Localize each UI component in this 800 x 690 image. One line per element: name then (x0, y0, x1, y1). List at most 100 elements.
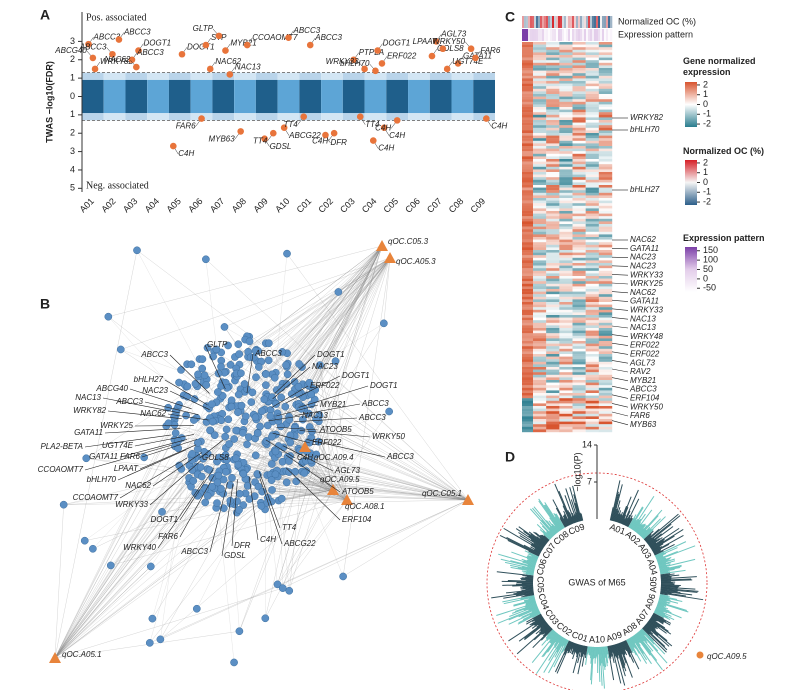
heat-cell (598, 309, 613, 313)
gene-label: WRKY33 (326, 57, 359, 66)
heat-cell (533, 65, 547, 69)
edge (239, 257, 391, 632)
signal-bar (502, 595, 535, 603)
gene-label: WRKY40 (123, 543, 156, 552)
heat-cell (598, 382, 613, 386)
heat-cell (572, 42, 586, 45)
heat-cell (559, 403, 573, 407)
heat-cell (572, 151, 586, 154)
heat-cell (572, 177, 586, 180)
heat-cell (522, 75, 533, 79)
signal-bar (554, 525, 560, 532)
edge (54, 386, 227, 659)
signal-bar (634, 634, 641, 644)
signal-bar (525, 602, 537, 608)
gene-node (234, 340, 243, 349)
signal-bar (538, 500, 561, 532)
heat-cell (585, 307, 600, 310)
heat-cell (559, 174, 573, 178)
x-tick-label: C03 (338, 196, 357, 215)
heat-cell (598, 83, 613, 87)
heat-cell (598, 60, 613, 63)
signal-bar (650, 616, 658, 622)
signal-bar (642, 627, 650, 635)
signal-bar (620, 642, 626, 654)
heat-cell (546, 192, 560, 196)
signal-bar (647, 621, 658, 630)
gene-label: FAR6 (630, 411, 650, 420)
edge (277, 499, 348, 585)
signal-bar (618, 515, 623, 524)
edge (299, 245, 383, 406)
signal-bar (659, 596, 683, 602)
legend-colorbar (685, 247, 697, 292)
heat-cell (522, 369, 533, 373)
signal-bar (528, 597, 535, 600)
annotation-label: Expression pattern (618, 29, 693, 39)
signal-bar (651, 529, 684, 550)
x-tick-label: C05 (382, 196, 401, 215)
annotation-cell (550, 29, 553, 41)
gene-node (213, 499, 221, 507)
gene-label: FAR6 (480, 46, 500, 55)
highlight-point (85, 40, 92, 48)
signal-bar (572, 644, 582, 674)
y-tick-label: 1 (70, 72, 75, 82)
edge (288, 257, 391, 591)
signal-bar (526, 614, 542, 625)
heat-cell (546, 307, 560, 310)
legend-tick-label: -2 (703, 118, 711, 128)
heat-cell (533, 169, 547, 173)
signal-bar (635, 633, 663, 671)
y-tick-label: 2 (70, 128, 75, 138)
heat-cell (585, 302, 600, 305)
heat-cell (585, 179, 600, 183)
heat-cell (559, 153, 573, 157)
signal-bar (632, 635, 641, 647)
heat-cell (522, 328, 533, 331)
heat-cell (533, 75, 547, 79)
heat-cell (533, 55, 547, 58)
signal-bar (647, 621, 656, 629)
signal-bar (656, 605, 670, 612)
heat-cell (598, 81, 613, 84)
signal-bar (558, 490, 573, 525)
heat-cell (598, 296, 613, 300)
annotation-cell (540, 16, 543, 28)
heat-cell (559, 374, 573, 378)
signal-bar (540, 622, 548, 629)
signal-bar (613, 644, 619, 659)
heat-cell (585, 382, 600, 386)
gene-label: MYB21 (630, 376, 656, 385)
signal-bar (632, 518, 642, 531)
signal-bar (528, 550, 540, 557)
heat-cell (522, 400, 533, 404)
heat-cell (559, 387, 573, 391)
edge (54, 437, 182, 659)
heat-cell (559, 257, 573, 261)
heat-cell (559, 408, 573, 412)
edge (204, 245, 383, 489)
edge (239, 257, 391, 355)
legend-colorbar (685, 82, 697, 127)
gene-node (104, 312, 113, 321)
signal-bar (622, 641, 628, 652)
signal-bar (533, 542, 544, 550)
heat-cell (533, 289, 547, 292)
heat-cell (559, 83, 573, 87)
gene-label: C4H (178, 149, 194, 158)
heat-cell (522, 312, 533, 316)
signal-bar (660, 585, 680, 587)
heat-cell (598, 343, 613, 347)
gene-node (237, 401, 246, 410)
heat-cell (559, 203, 573, 206)
heat-cell (559, 367, 573, 370)
leader (167, 413, 209, 421)
signal-bar (619, 505, 628, 524)
heat-cell (522, 372, 533, 375)
heat-cell (559, 294, 573, 297)
gene-node (227, 402, 236, 411)
heat-cell (585, 346, 600, 349)
signal-bar (572, 642, 576, 649)
signal-bar (660, 593, 668, 596)
